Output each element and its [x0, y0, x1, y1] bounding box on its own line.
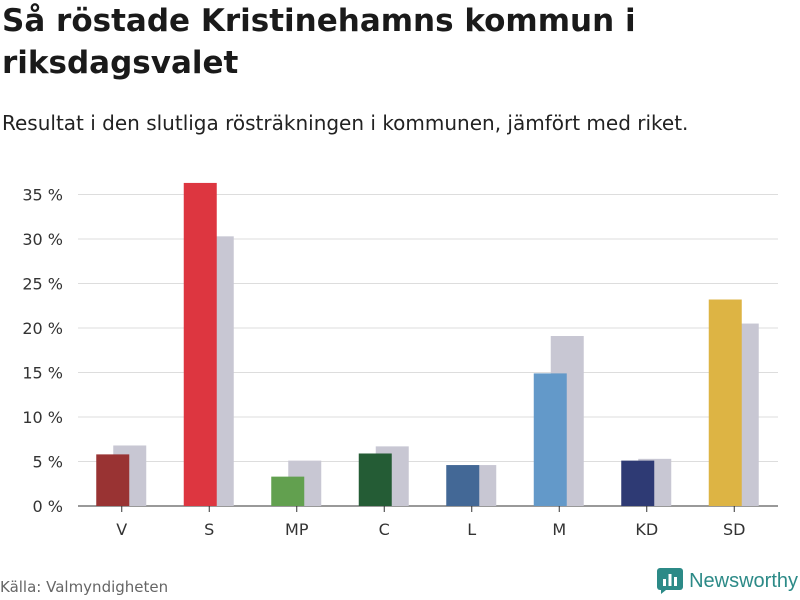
y-axis: 0 % 5 % 10 % 15 % 20 % 25 % 30 % 35 %: [22, 186, 63, 517]
x-tick-label: C: [379, 520, 390, 539]
bar-kommunen-MP: [271, 476, 305, 506]
chart-title: Så röstade Kristinehamns kommun i riksda…: [2, 3, 636, 81]
chart-subtitle: Resultat i den slutliga rösträkningen i …: [2, 111, 689, 135]
y-tick-label: 25 %: [22, 275, 63, 294]
brand-name: Newsworthy: [689, 569, 798, 592]
bar-chart-icon: [657, 568, 684, 594]
y-tick-label: 30 %: [22, 230, 63, 249]
y-tick-label: 5 %: [33, 453, 63, 472]
x-axis: V S MP C L M KD SD: [116, 506, 745, 539]
bar-kommunen-KD: [621, 460, 655, 506]
bar-kommunen-C: [358, 453, 392, 506]
source-note: Källa: Valmyndigheten: [0, 578, 169, 596]
y-tick-label: 15 %: [22, 364, 63, 383]
x-tick-label: M: [552, 520, 566, 539]
x-tick-label: V: [116, 520, 127, 539]
bar-kommunen-V: [96, 454, 130, 506]
y-tick-label: 35 %: [22, 186, 63, 205]
bar-kommunen-M: [533, 373, 567, 506]
x-tick-label: SD: [723, 520, 745, 539]
bar-kommunen-S: [183, 182, 217, 506]
bar-kommunen-SD: [708, 299, 742, 506]
y-tick-label: 20 %: [22, 319, 63, 338]
bar-kommunen-L: [446, 465, 480, 506]
x-tick-label: MP: [285, 520, 309, 539]
x-tick-label: KD: [635, 520, 658, 539]
y-tick-label: 0 %: [33, 497, 63, 516]
bar-chart: 0 % 5 % 10 % 15 % 20 % 25 % 30 % 35 % V S MP C L M KD…: [22, 182, 778, 539]
gridlines: [78, 194, 778, 507]
bars: [96, 182, 759, 506]
x-tick-label: L: [467, 520, 476, 539]
y-tick-label: 10 %: [22, 408, 63, 427]
x-tick-label: S: [204, 520, 214, 539]
brand-logo[interactable]: Newsworthy: [657, 568, 798, 594]
